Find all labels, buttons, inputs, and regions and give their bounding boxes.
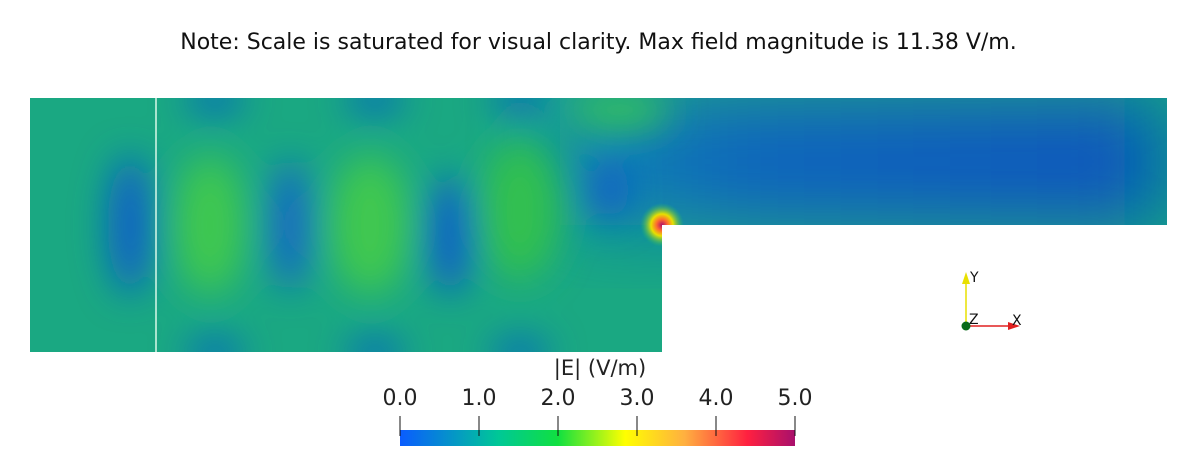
y-axis-label: Y	[969, 270, 979, 286]
colorbar-bar	[400, 430, 795, 446]
axes-triad: Y Z X	[961, 270, 1022, 331]
field-domain	[30, 98, 1167, 352]
colorbar-tick-label: 4.0	[698, 386, 734, 411]
note-text: Note: Scale is saturated for visual clar…	[180, 30, 1017, 55]
field-blobs	[108, 98, 670, 352]
z-axis-dot	[961, 321, 971, 331]
colorbar-tick-label: 5.0	[777, 386, 813, 411]
colorbar-tick-label: 2.0	[540, 386, 576, 411]
colorbar-title: |E| (V/m)	[553, 356, 647, 380]
colorbar-tick-label: 1.0	[461, 386, 497, 411]
colorbar	[399, 416, 796, 446]
colorbar-tick-label: 3.0	[619, 386, 655, 411]
colorbar-tick-label: 0.0	[382, 386, 418, 411]
field-hotspot	[640, 203, 684, 247]
z-axis-label: Z	[969, 312, 979, 328]
x-axis-label: X	[1012, 313, 1022, 329]
